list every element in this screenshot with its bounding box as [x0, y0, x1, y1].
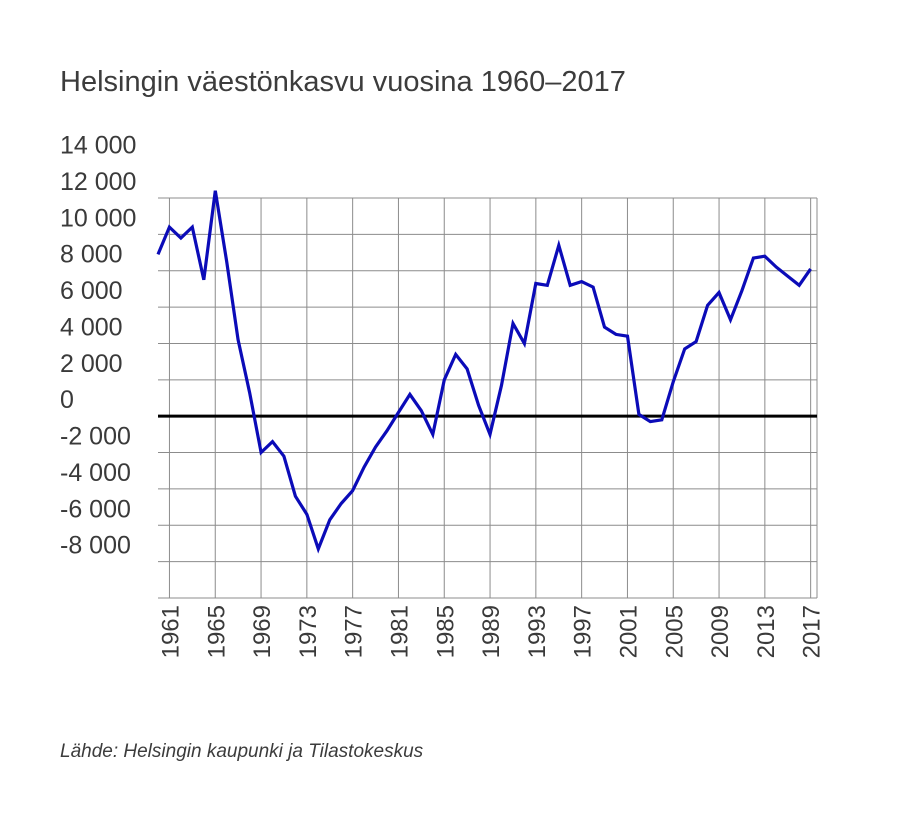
series-line [156, 190, 812, 554]
y-tick-label: 8 000 [60, 241, 123, 269]
x-tick-label: 1981 [386, 605, 413, 658]
x-tick-label: 2013 [753, 605, 780, 658]
y-tick-label: 10 000 [60, 204, 136, 232]
x-tick-label: 2017 [799, 605, 826, 658]
y-tick-label: 2 000 [60, 350, 123, 378]
chart-title: Helsingin väestönkasvu vuosina 1960–2017 [60, 66, 626, 98]
x-tick-label: 2009 [707, 605, 734, 658]
y-tick-label: 0 [60, 386, 74, 414]
y-tick-label: 6 000 [60, 277, 123, 305]
grid [158, 197, 818, 599]
y-tick-label: -6 000 [60, 495, 131, 523]
y-axis: 14 000 12 000 10 000 8 000 6 000 4 000 2 000 0 -… [60, 132, 136, 560]
x-tick-label: 1993 [524, 605, 551, 658]
x-tick-label: 1969 [249, 605, 276, 658]
y-tick-label: -2 000 [60, 423, 131, 451]
y-tick-label: 12 000 [60, 168, 136, 196]
x-tick-label: 1985 [432, 605, 459, 658]
x-tick-label: 1961 [157, 605, 184, 658]
y-tick-label: 14 000 [60, 132, 136, 160]
y-tick-label: 4 000 [60, 313, 123, 341]
x-tick-label: 1965 [203, 605, 230, 658]
x-tick-label: 1997 [570, 605, 597, 658]
x-tick-label: 1973 [295, 605, 322, 658]
source-note: Lähde: Helsingin kaupunki ja Tilastokesk… [60, 741, 424, 762]
y-tick-label: -4 000 [60, 459, 131, 487]
x-tick-label: 2005 [661, 605, 688, 658]
x-tick-label: 2001 [615, 605, 642, 658]
x-tick-label: 1977 [341, 605, 368, 658]
y-tick-label: -8 000 [60, 532, 131, 560]
x-tick-label: 1989 [478, 605, 505, 658]
x-axis: 1961 1965 1969 1973 1977 1981 1985 1989 1993 1997… [157, 605, 825, 658]
